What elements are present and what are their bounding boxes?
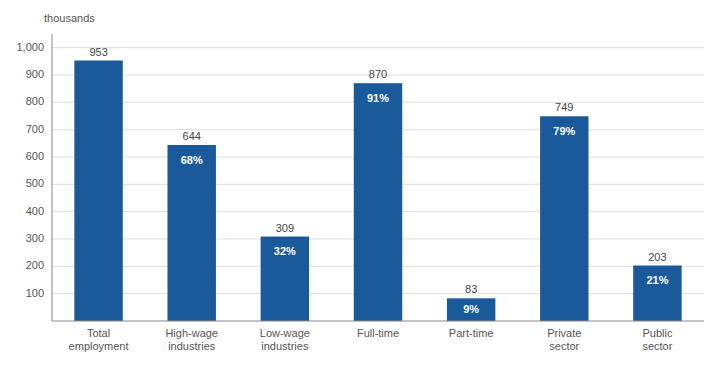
- y-axis-line: [52, 34, 53, 321]
- data-label: 309: [276, 222, 294, 234]
- x-tick-label-line: Private: [547, 327, 581, 339]
- y-tick-label: 300: [26, 232, 44, 244]
- y-tick-label: 600: [26, 150, 44, 162]
- percentage-label: 91%: [367, 92, 389, 104]
- bar: [74, 61, 122, 321]
- y-tick-label: 100: [26, 287, 44, 299]
- percentage-label: 79%: [553, 125, 575, 137]
- x-tick-label-line: Public: [642, 327, 672, 339]
- x-tick-label: Part-time: [449, 327, 494, 339]
- percentage-label: 32%: [274, 245, 296, 257]
- data-label: 203: [648, 251, 666, 263]
- y-axis-label: thousands: [44, 12, 95, 24]
- x-tick-label: Totalemployment: [69, 327, 129, 352]
- x-tick-label: Full-time: [357, 327, 399, 339]
- bar: [540, 116, 588, 321]
- bar: [354, 83, 402, 321]
- x-tick-label-line: Low-wage: [260, 327, 310, 339]
- y-tick-label: 500: [26, 177, 44, 189]
- percentage-label: 68%: [181, 154, 203, 166]
- chart-container: 100 200 300 400 500 600 700 800 900 1,000 thousand…: [0, 0, 720, 367]
- y-tick-label: 900: [26, 68, 44, 80]
- x-tick-label-line: employment: [69, 340, 129, 352]
- y-tick-label: 400: [26, 205, 44, 217]
- x-axis-line: [52, 321, 704, 322]
- x-tick-label: Low-wageindustries: [260, 327, 310, 352]
- data-label: 644: [183, 130, 201, 142]
- data-label: 749: [555, 101, 573, 113]
- percentage-label: 21%: [646, 274, 668, 286]
- y-tick-label: 800: [26, 95, 44, 107]
- data-label: 953: [89, 46, 107, 58]
- bars: [74, 61, 681, 321]
- x-tick-label-line: Total: [87, 327, 110, 339]
- bar: [447, 298, 495, 321]
- data-label: 870: [369, 68, 387, 80]
- x-tick-label-line: industries: [168, 340, 216, 352]
- x-tick-label-line: High-wage: [165, 327, 218, 339]
- y-tick-label: 200: [26, 259, 44, 271]
- percentage-label: 9%: [463, 303, 479, 315]
- x-tick-label: Publicsector: [642, 327, 672, 352]
- bar: [633, 266, 681, 321]
- y-tick-label: 700: [26, 123, 44, 135]
- x-tick-label: High-wageindustries: [165, 327, 218, 352]
- x-tick-label-line: sector: [549, 340, 579, 352]
- bar: [261, 237, 309, 321]
- chart-svg: 100 200 300 400 500 600 700 800 900 1,000 thousand…: [0, 0, 720, 367]
- x-tick-label-line: Part-time: [449, 327, 494, 339]
- x-tick-label-line: sector: [642, 340, 672, 352]
- y-tick-label: 1,000: [16, 41, 44, 53]
- x-tick-label-line: industries: [261, 340, 309, 352]
- x-tick-label-line: Full-time: [357, 327, 399, 339]
- data-label: 83: [465, 283, 477, 295]
- bar: [167, 145, 215, 321]
- x-tick-label: Privatesector: [547, 327, 581, 352]
- grid-line: [52, 47, 704, 48]
